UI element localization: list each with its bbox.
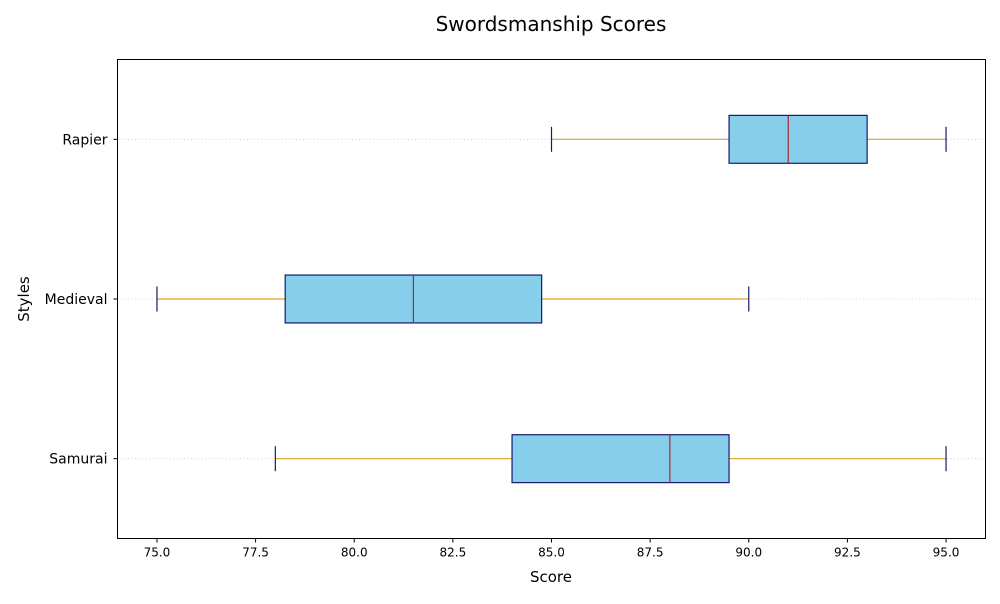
x-tick-label: 90.0 <box>735 546 762 560</box>
y-tick-label-samurai: Samurai <box>49 452 107 468</box>
plot-layer <box>156 114 947 484</box>
x-tick-label: 75.0 <box>144 546 171 560</box>
x-tick-label: 82.5 <box>440 546 467 560</box>
y-axis: Samurai Medieval Rapier <box>45 132 118 468</box>
y-tick-label-medieval: Medieval <box>45 292 108 308</box>
x-tick-label: 95.0 <box>933 546 960 560</box>
x-tick-label: 87.5 <box>637 546 664 560</box>
y-tick-label-rapier: Rapier <box>62 132 107 148</box>
x-tick-label: 92.5 <box>834 546 861 560</box>
y-axis-label: Styles <box>15 276 33 322</box>
x-axis: 75.0 77.5 80.0 82.5 85.0 87.5 90.0 92.5 95.0 <box>144 538 960 560</box>
chart-title: Swordsmanship Scores <box>436 12 667 36</box>
box-rapier <box>728 114 868 164</box>
x-tick-label: 85.0 <box>538 546 565 560</box>
x-tick-label: 80.0 <box>341 546 368 560</box>
x-tick-label: 77.5 <box>242 546 269 560</box>
x-axis-label: Score <box>530 568 572 586</box>
box-samurai <box>511 434 730 484</box>
